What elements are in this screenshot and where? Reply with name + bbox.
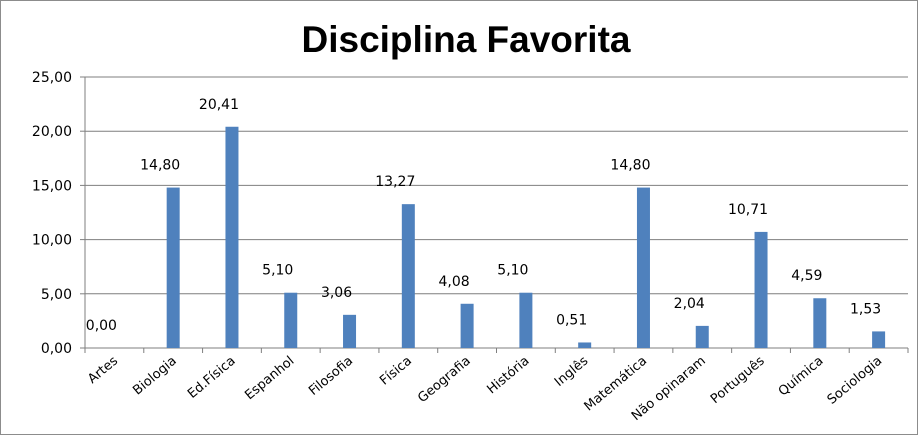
bar	[636, 187, 650, 348]
bar	[284, 292, 298, 348]
data-label: 4,59	[791, 268, 822, 284]
x-category-label: Ed.Física	[185, 354, 238, 402]
data-label: 1,53	[850, 301, 881, 317]
data-label: 2,04	[674, 296, 705, 312]
x-category-label: Inglês	[552, 353, 591, 390]
bar	[872, 331, 886, 348]
y-tick-label: 15,00	[32, 178, 72, 194]
x-category-label: História	[484, 354, 532, 398]
x-category-label: Física	[377, 354, 415, 389]
y-axis-ticks: 0,00 5,00 10,00 15,00 20,00 25,00	[32, 70, 72, 357]
x-category-label: Filosofia	[306, 354, 356, 399]
data-label: 14,80	[610, 158, 650, 174]
bar	[166, 187, 180, 348]
x-category-label: Artes	[85, 353, 121, 387]
x-category-label: Espanhol	[242, 354, 297, 404]
data-label: 20,41	[199, 97, 239, 113]
bar	[225, 126, 239, 348]
data-label: 10,71	[728, 202, 768, 218]
y-tick-label: 0,00	[41, 341, 72, 357]
gridlines	[80, 76, 909, 353]
data-label: 4,08	[439, 274, 470, 290]
bar	[578, 342, 592, 348]
y-tick-label: 5,00	[41, 287, 72, 303]
bar	[343, 314, 357, 348]
x-axis-categories: Artes Biologia Ed.Física Espanhol Filosofia F…	[85, 353, 885, 424]
data-label: 0,51	[556, 312, 587, 328]
x-category-label: Geografia	[415, 354, 473, 406]
data-label: 5,10	[497, 263, 528, 279]
data-label: 0,00	[86, 318, 117, 334]
bars	[166, 126, 886, 348]
data-label: 3,06	[321, 285, 352, 301]
bar	[813, 298, 827, 348]
bar	[519, 292, 533, 348]
x-category-label: Biologia	[130, 354, 179, 399]
bar	[401, 204, 415, 348]
x-category-label: Química	[776, 354, 827, 400]
data-label: 13,27	[375, 174, 415, 190]
data-label: 5,10	[262, 263, 293, 279]
x-category-label: Português	[708, 353, 768, 407]
x-category-label: Sociologia	[825, 354, 885, 408]
bar	[460, 303, 474, 348]
y-tick-label: 20,00	[32, 124, 72, 140]
bar	[695, 325, 709, 348]
data-labels: 0,00 14,80 20,41 5,10 3,06 13,27 4,08 5,10 0,51 1…	[86, 97, 881, 334]
chart-title: Disciplina Favorita	[302, 19, 631, 60]
y-tick-label: 10,00	[32, 233, 72, 249]
data-label: 14,80	[140, 158, 180, 174]
y-tick-label: 25,00	[32, 70, 72, 86]
bar	[754, 231, 768, 348]
